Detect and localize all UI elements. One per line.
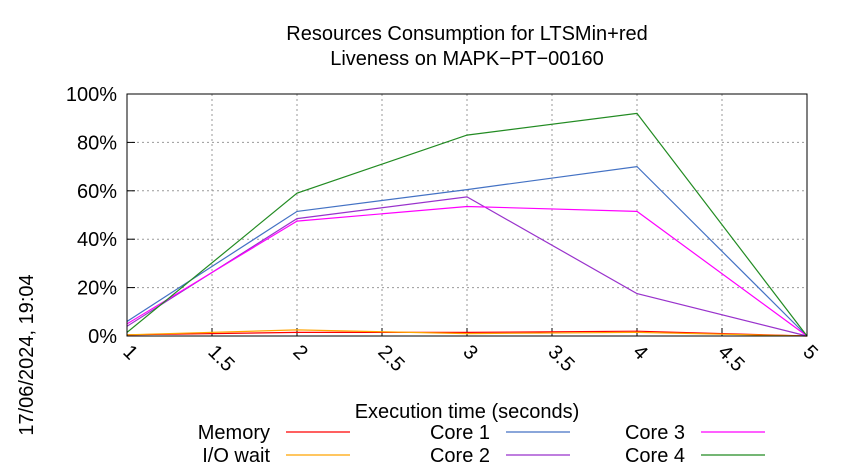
y-tick-label: 20% — [77, 278, 117, 300]
x-tick-label: 3 — [458, 341, 481, 364]
legend-label-memory: Memory — [198, 422, 270, 444]
x-axis-label: Execution time (seconds) — [355, 401, 580, 423]
series-line-memory — [126, 330, 808, 337]
y-tick-label: 40% — [77, 229, 117, 251]
x-tick-label: 2 — [288, 341, 311, 364]
legend-label-core-2: Core 2 — [430, 445, 490, 467]
y-tick-label: 80% — [77, 132, 117, 154]
legend-label-core-1: Core 1 — [430, 422, 490, 444]
y-tick-label: 100% — [66, 84, 117, 106]
y-tick-label: 0% — [88, 326, 117, 348]
x-tick-label: 4 — [628, 341, 651, 364]
chart-subtitle: Liveness on MAPK−PT−00160 — [330, 48, 604, 70]
y-tick-label: 60% — [77, 181, 117, 203]
x-tick-label: 2.5 — [373, 341, 408, 376]
chart-title: Resources Consumption for LTSMin+red — [286, 23, 647, 45]
data-series — [126, 112, 808, 337]
x-tick-label: 1.5 — [203, 341, 238, 376]
legend-label-core-4: Core 4 — [625, 445, 685, 467]
legend-label-core-3: Core 3 — [625, 422, 685, 444]
x-tick-label: 4.5 — [713, 341, 748, 376]
series-line-i-o-wait — [126, 329, 808, 337]
series-line-core-3 — [126, 205, 808, 337]
legend-label-i-o-wait: I/O wait — [202, 445, 270, 467]
x-tick-label: 1 — [118, 341, 141, 364]
plot-border — [126, 93, 808, 337]
series-line-core-4 — [126, 112, 808, 337]
x-tick-label: 5 — [798, 341, 821, 364]
grid-lines — [126, 93, 808, 337]
series-line-core-2 — [126, 196, 808, 337]
series-line-core-1 — [126, 165, 808, 337]
x-tick-label: 3.5 — [543, 341, 578, 376]
timestamp-label: 17/06/2024, 19:04 — [16, 274, 38, 435]
